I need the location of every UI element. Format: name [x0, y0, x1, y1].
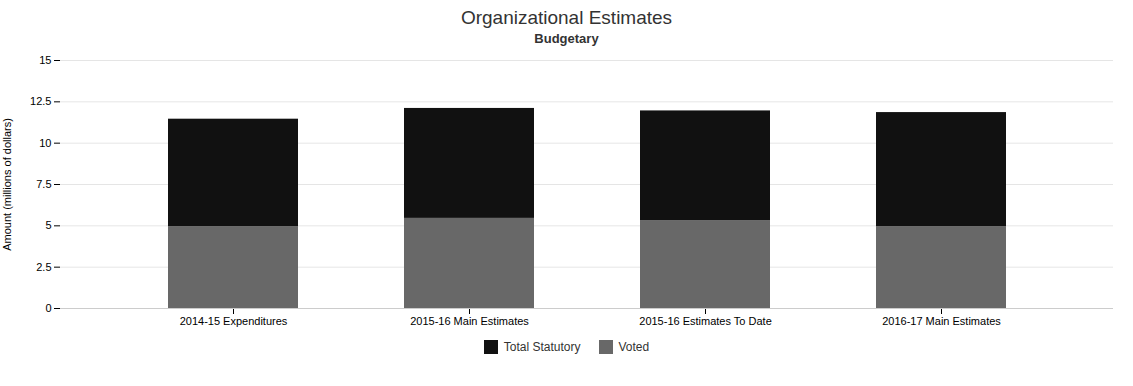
- svg-text:7.5: 7.5: [36, 178, 51, 190]
- html-text:Voted: Voted: [618, 340, 650, 354]
- svg-text:15: 15: [39, 54, 51, 66]
- svg-text:2016-17 Main Estimates: 2016-17 Main Estimates: [882, 315, 1001, 327]
- html-text:Budgetary: Budgetary: [534, 31, 599, 46]
- svg-text:2.5: 2.5: [36, 261, 51, 273]
- svg-text:10: 10: [39, 137, 51, 149]
- svg-text:12.5: 12.5: [30, 95, 51, 107]
- svg-text:0: 0: [45, 302, 51, 314]
- svg-text:2014-15 Expenditures: 2014-15 Expenditures: [180, 315, 288, 327]
- html-text:Organizational Estimates: Organizational Estimates: [460, 7, 673, 28]
- svg-text:2015-16 Main Estimates: 2015-16 Main Estimates: [410, 315, 529, 327]
- svg-text:Amount (millions of dollars): Amount (millions of dollars): [1, 118, 13, 251]
- svg-text:5: 5: [45, 219, 51, 231]
- svg-text:2015-16 Estimates To Date: 2015-16 Estimates To Date: [639, 315, 771, 327]
- html-text:Total Statutory: Total Statutory: [503, 340, 581, 354]
